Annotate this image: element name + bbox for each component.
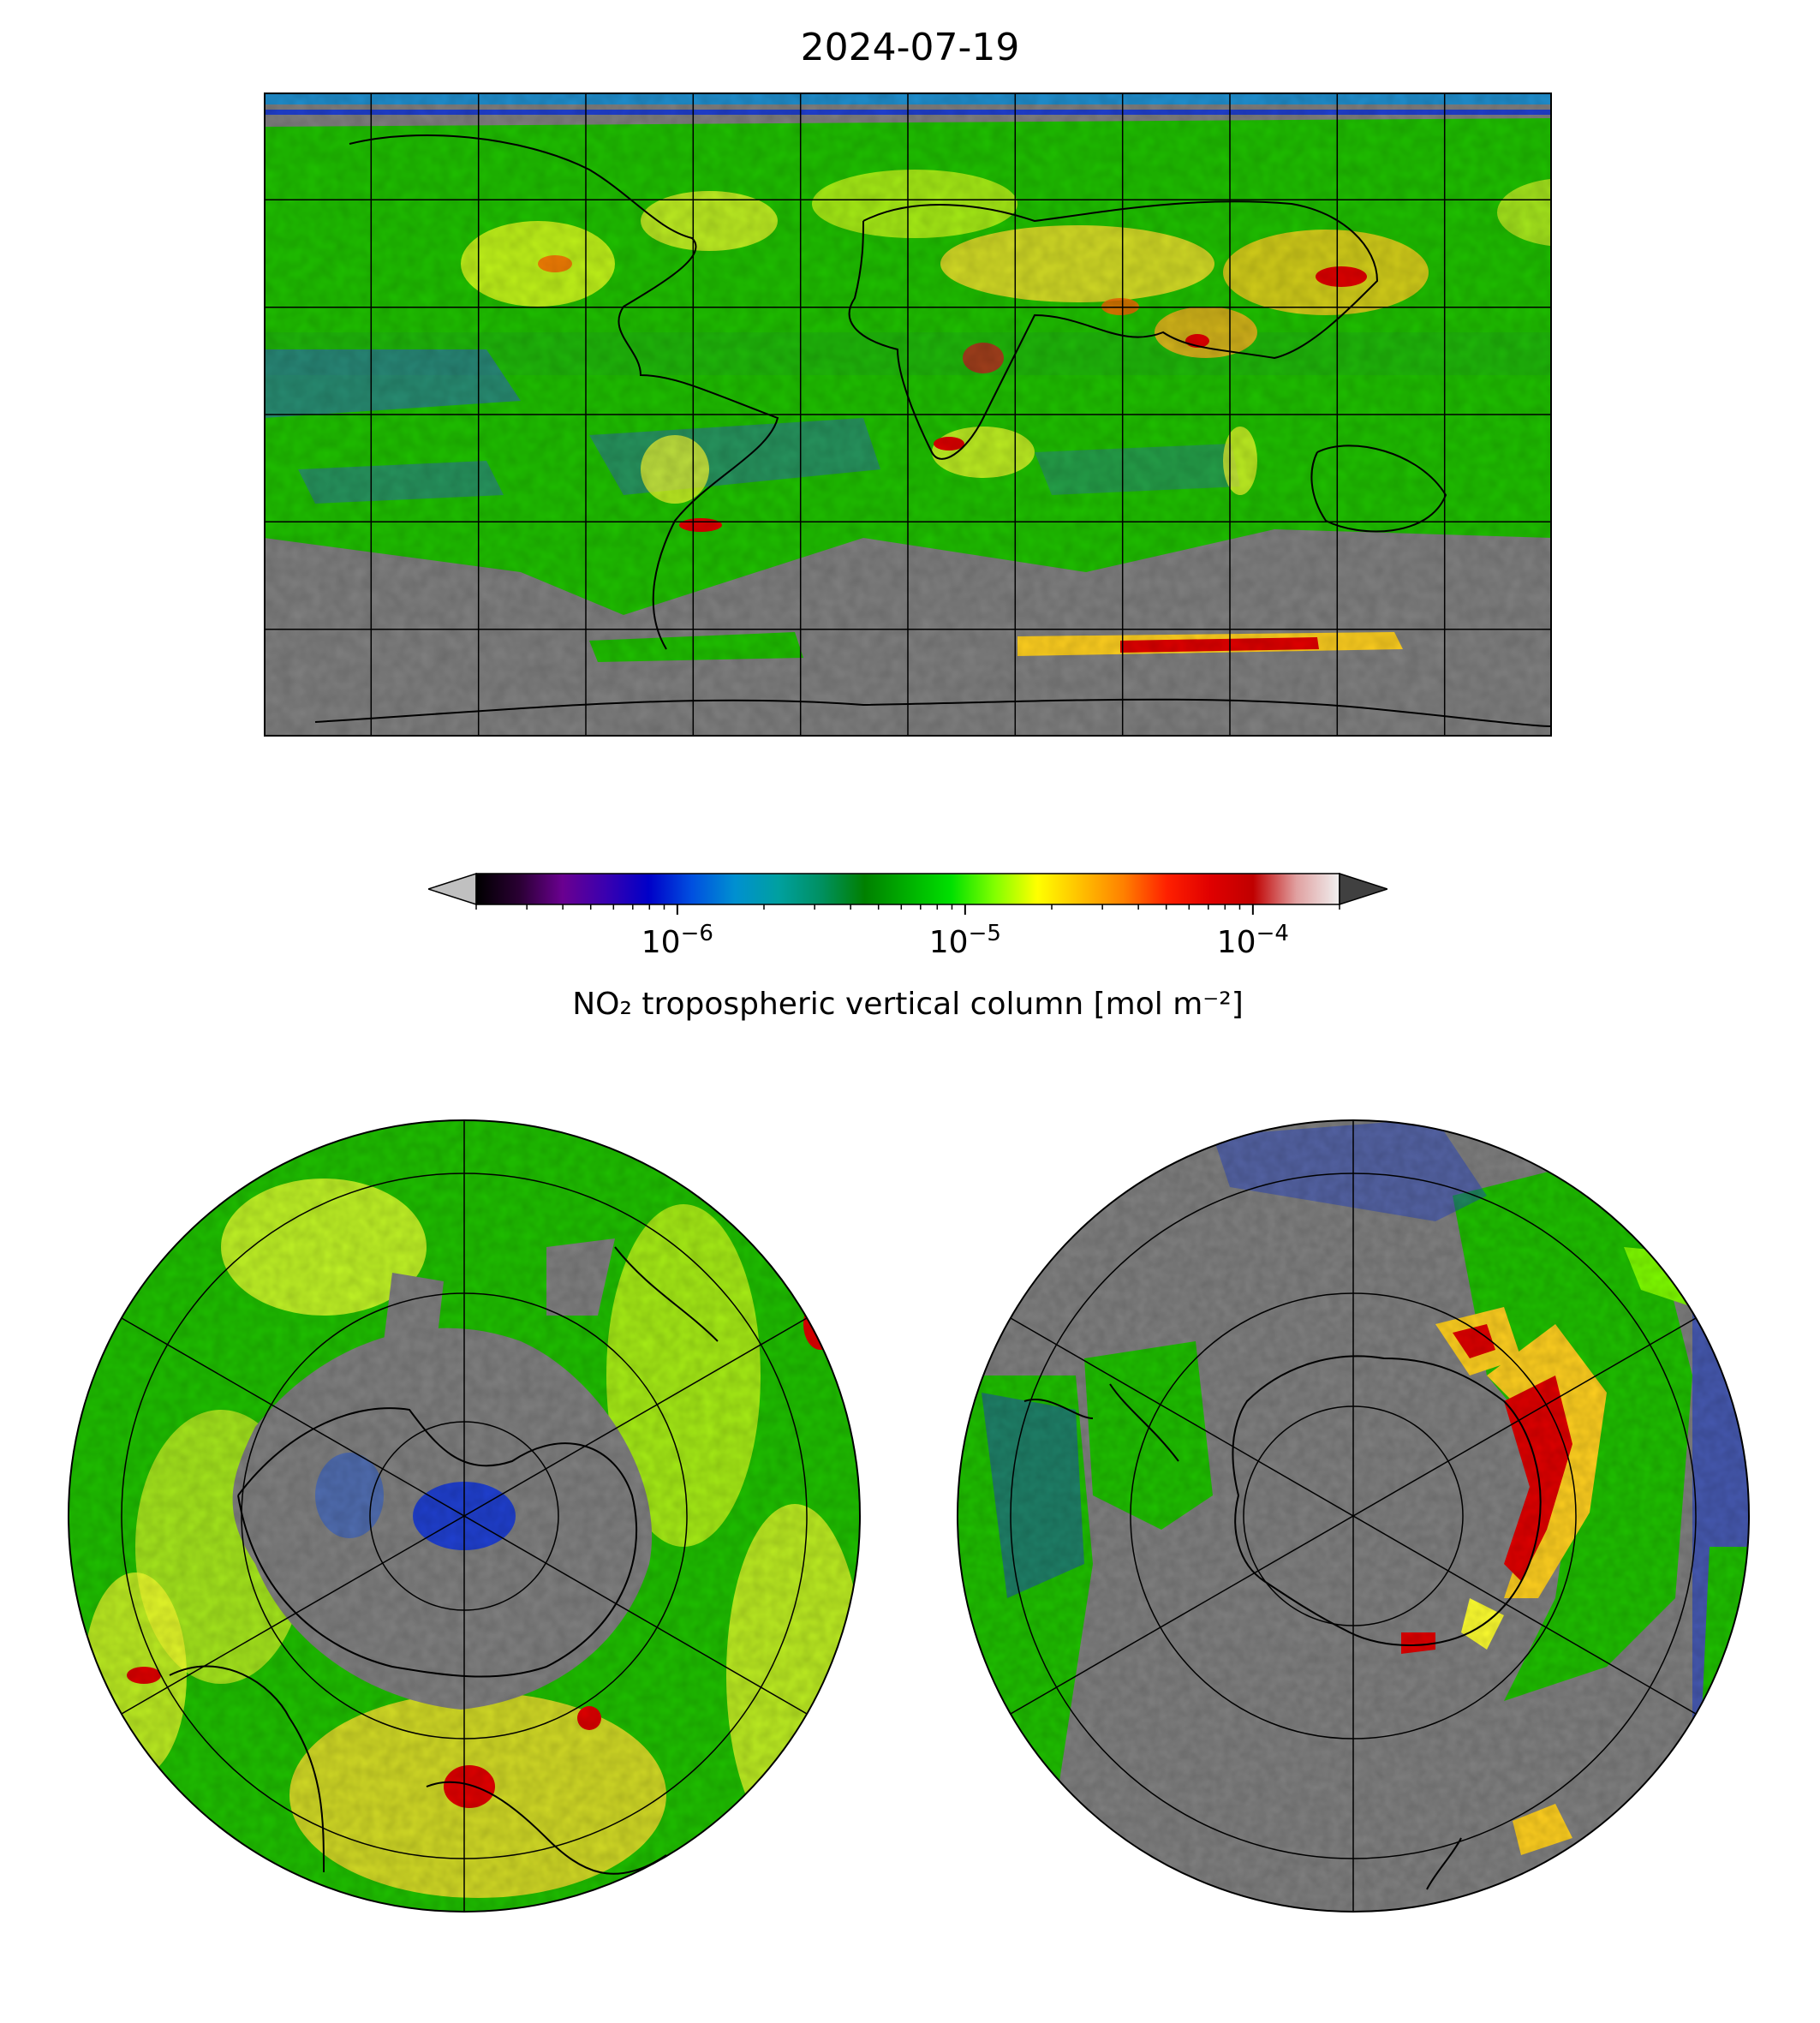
south-polar-map [957, 1119, 1750, 1913]
colorbar: 10−6 10−5 10−4 NO₂ tropospheric vertical c… [428, 872, 1387, 1022]
meridians [1010, 1120, 1697, 1912]
map-frame [264, 92, 1552, 737]
colorbar-extend-high [1339, 872, 1387, 906]
meridians [121, 1120, 808, 1912]
gridlines [264, 92, 1552, 737]
figure-title: 2024-07-19 [800, 26, 1020, 69]
colorbar-tick-label: 10−6 [641, 921, 713, 960]
coastlines [169, 1246, 719, 1875]
world-map [264, 92, 1552, 737]
colorbar-tick-label: 10−5 [929, 921, 1001, 960]
map-frame [957, 1119, 1750, 1913]
coastlines [1023, 1355, 1542, 1890]
coastlines [314, 134, 1552, 727]
colorbar-tick-label: 10−4 [1217, 921, 1289, 960]
colorbar-body [475, 873, 1340, 905]
colorbar-ticks: 10−6 10−5 10−4 [475, 904, 1340, 960]
colorbar-label: NO₂ tropospheric vertical column [mol m⁻… [572, 987, 1244, 1022]
colorbar-extend-low [428, 872, 477, 906]
map-frame [68, 1119, 861, 1913]
north-polar-map [68, 1119, 861, 1913]
